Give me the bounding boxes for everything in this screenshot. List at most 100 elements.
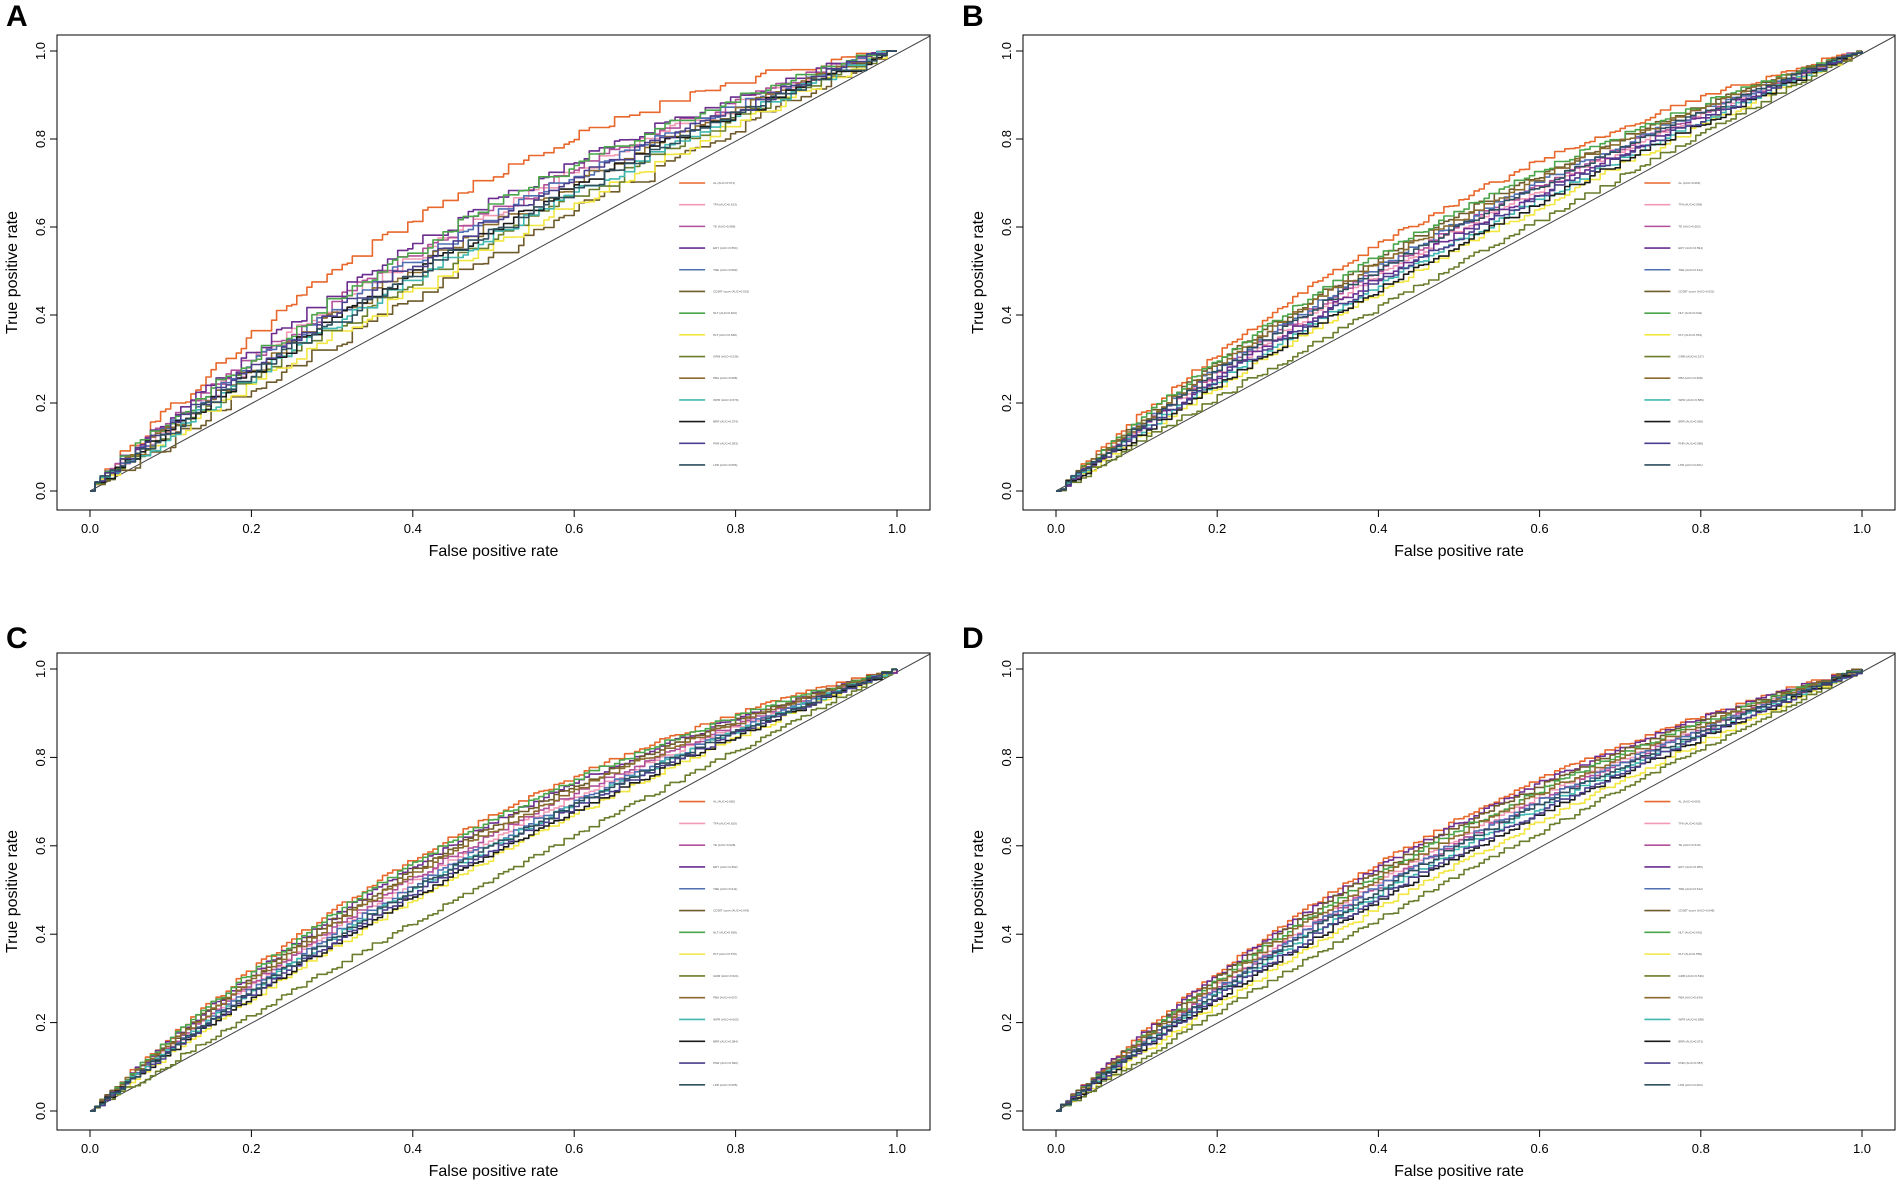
x-tick-label: 0.2 [242,521,260,536]
x-tick-label: 0.4 [1369,1141,1387,1156]
legend-label: CD38T score (AUC=0.648) [1678,909,1714,913]
legend-label: WPR (AUC=0.579) [713,398,738,402]
legend-label: BRR (AUC=0.584) [713,1039,738,1043]
x-tick-label: 0.0 [81,1141,99,1156]
legend-label: WPR (AUC=0.603) [713,1017,738,1021]
legend-label: ERY (AUC=0.594) [1678,246,1703,250]
x-axis-title: False positive rate [429,1163,559,1180]
legend-label: NLT (AUC=0.659) [713,930,737,934]
y-tick-label: 0.4 [33,306,48,324]
y-tick-label: 1.0 [999,660,1014,678]
legend-label: LPR (AUC=0.566) [713,463,737,467]
y-axis-title: True positive rate [970,830,987,953]
legend-label: TE (AUC=0.588) [713,224,735,228]
legend-label: WPR (AUC=0.598) [1678,1017,1703,1021]
legend-label: TE (AUC=0.615) [1678,843,1700,847]
legend-label: PBA (AUC=0.634) [1678,996,1702,1000]
series-line-cd38t [1056,668,1863,1112]
y-tick-label: 0.0 [33,482,48,500]
x-tick-label: 0.6 [1531,521,1549,536]
legend-label: AL (AUC=0.663) [1678,800,1700,804]
panel-letter: C [6,622,28,655]
series-line-nlt [1056,669,1863,1112]
x-tick-label: 1.0 [1853,521,1871,536]
legend-label: AL (AUC=0.665) [713,800,735,804]
y-tick-label: 0.8 [999,748,1014,766]
plot-frame [1022,652,1896,1131]
y-tick-label: 0.6 [999,837,1014,855]
legend-label: PNR (AUC=0.580) [1678,441,1703,445]
x-axis-title: False positive rate [1394,543,1524,560]
panel-letter: D [962,622,984,655]
y-tick-label: 0.4 [999,306,1014,324]
series-line-lpr [1056,669,1863,1112]
y-tick-label: 1.0 [33,42,48,60]
legend-label: GRM (AUC=0.536) [713,355,738,359]
y-tick-label: 0.2 [33,1014,48,1032]
legend-label: BRR (AUC=0.560) [1678,420,1703,424]
legend-label: PBA (AUC=0.628) [1678,376,1702,380]
legend-label: TRE (AUC=0.582) [713,268,737,272]
y-tick-label: 0.2 [999,394,1014,412]
x-tick-label: 0.4 [1369,521,1387,536]
series-line-nlt [90,668,897,1112]
x-tick-label: 0.2 [1208,1141,1226,1156]
legend-label: WPR (AUC=0.586) [1678,398,1703,402]
series-line-brr [90,668,898,1112]
y-tick-label: 0.8 [33,130,48,148]
legend-label: LPR (AUC=0.603) [1678,1083,1702,1087]
chart-panel-c: C 0.0 0.2 0.4 0.6 0.8 1.0 0.0 0.2 0.4 0.6 0.8 1.0 Fal… [4,622,931,1180]
x-tick-label: 0.6 [565,1141,583,1156]
x-tick-label: 1.0 [888,1141,906,1156]
x-tick-label: 0.0 [1047,521,1065,536]
chart-panel-a: A 0.0 0.2 0.4 0.6 0.8 1.0 0.0 0.2 0.4 0.6 0.8 1.0 Fal… [4,0,931,560]
x-axis-title: False positive rate [1394,1163,1524,1180]
legend-label: GRM (AUC=0.521) [713,974,738,978]
legend-label: PLT (AUC=0.548) [713,333,737,337]
y-tick-label: 0.4 [33,925,48,943]
plot-frame [56,34,931,511]
legend-label: AL (AUC=0.571) [713,181,735,185]
y-axis-title: True positive rate [4,830,21,953]
x-tick-label: 0.0 [1047,1141,1065,1156]
legend-label: LPR (AUC=0.601) [1678,463,1702,467]
legend-label: ERY (AUC=0.652) [713,865,738,869]
x-tick-label: 0.0 [81,521,99,536]
legend-label: NLT (AUC=0.604) [713,311,737,315]
legend-label: CD38T score (AUC=0.631) [1678,289,1714,293]
series-line-cd38t [90,50,897,492]
x-tick-label: 0.6 [1531,1141,1549,1156]
y-tick-label: 0.6 [999,218,1014,236]
y-tick-label: 0.6 [33,837,48,855]
y-tick-label: 0.8 [999,130,1014,148]
legend-label: GRM (AUC=0.530) [1678,974,1703,978]
chart-panel-d: D 0.0 0.2 0.4 0.6 0.8 1.0 0.0 0.2 0.4 0.6 0.8 1.0 Fal… [962,622,1896,1180]
series-line-lpr [90,668,898,1112]
x-tick-label: 0.8 [1692,521,1710,536]
series-line-pba [1056,51,1863,492]
legend-label: PBA (AUC=0.598) [713,376,737,380]
legend-label: TRE (AUC=0.612) [1678,887,1702,891]
series-line-lpr [90,50,897,492]
reference-diagonal [1055,35,1896,492]
legend-label: PNR (AUC=0.593) [713,441,738,445]
series-line-nlt [1056,50,1863,492]
plot-frame [1022,34,1896,511]
chart-panel-b: B 0.0 0.2 0.4 0.6 0.8 1.0 0.0 0.2 0.4 0.6 0.8 1.0 Fal… [962,0,1896,560]
reference-diagonal [1055,653,1896,1112]
legend-label: ERY (AUC=0.554) [713,246,738,250]
x-tick-label: 0.2 [242,1141,260,1156]
legend-label: LPR (AUC=0.605) [713,1083,737,1087]
legend-label: TFA (AUC=0.626) [1678,821,1702,825]
legend-label: PNR (AUC=0.596) [713,1061,738,1065]
legend-label: PBA (AUC=0.637) [713,996,737,1000]
series-line-grm [1056,669,1863,1112]
reference-diagonal [89,35,931,492]
series-line-grm [90,668,898,1112]
plot-frame [56,652,931,1131]
reference-diagonal [89,653,931,1112]
x-tick-label: 1.0 [888,521,906,536]
x-tick-label: 0.8 [1692,1141,1710,1156]
series-line-lpr [1056,51,1863,492]
series-line-pba [90,668,897,1112]
